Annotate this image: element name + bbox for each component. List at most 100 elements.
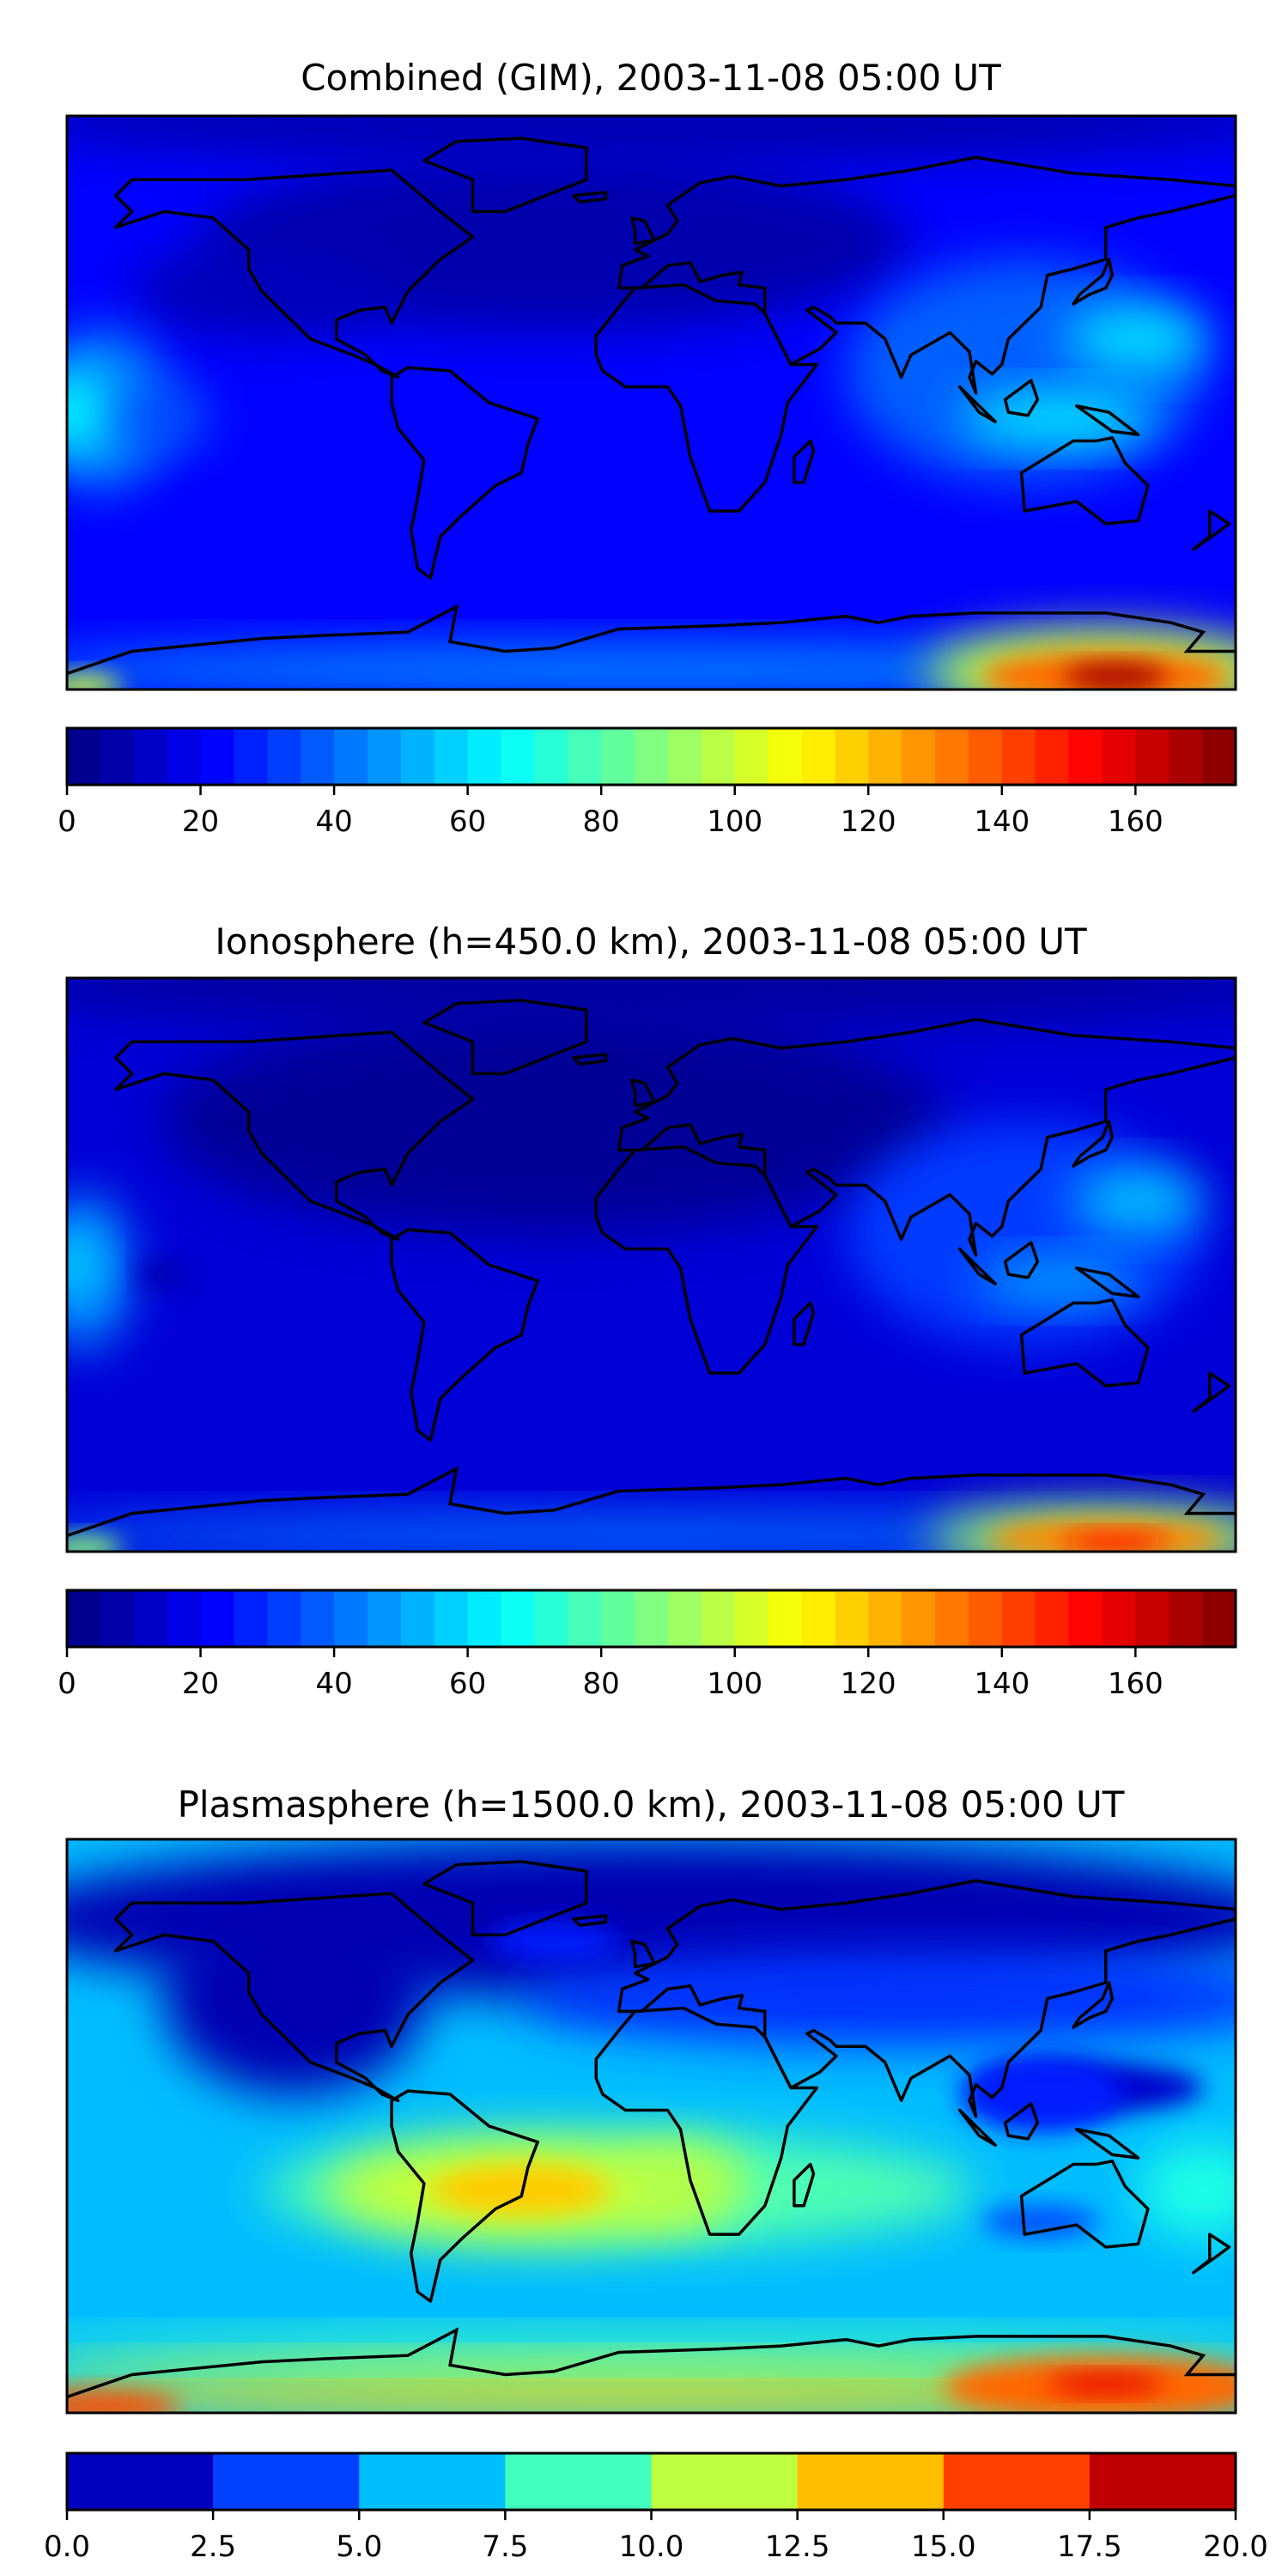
colorbar-tick-label: 0: [58, 1667, 76, 1701]
map-combined: [65, 114, 1237, 691]
field-contour-region: [618, 2145, 749, 2222]
coastline: [617, 155, 1236, 395]
colorbar-segment: [367, 1590, 402, 1647]
coastline: [572, 1914, 608, 1927]
colorbar-segment: [334, 728, 368, 785]
field-contour-region: [959, 2056, 1122, 2133]
colorbar-segment: [400, 1590, 435, 1647]
colorbar-segment: [400, 728, 435, 785]
field-contour-region: [1138, 2142, 1236, 2238]
colorbar-segment: [868, 1590, 902, 1647]
colorbar-segment: [501, 728, 535, 785]
colorbar-tick-label: 5.0: [336, 2530, 382, 2564]
colorbar-segment: [534, 1590, 568, 1647]
field-contour-region: [959, 392, 1155, 445]
colorbar-segment: [601, 1590, 635, 1647]
coastline: [1192, 1371, 1231, 1413]
colorbar-segment: [133, 728, 168, 785]
coastline: [1192, 509, 1231, 551]
colorbar-segment: [1169, 728, 1203, 785]
coastline: [390, 366, 539, 580]
coastline: [793, 1301, 816, 1346]
coastline: [957, 385, 997, 424]
coastline: [422, 1860, 588, 1937]
colorbar-segment: [359, 2453, 506, 2510]
field-contour-region: [1066, 307, 1210, 371]
coastline: [390, 2089, 539, 2303]
colorbar-segment: [1089, 2453, 1236, 2510]
colorbar-segment: [534, 728, 568, 785]
map-plasmasphere: [65, 1838, 1237, 2415]
field-contour-region: [1072, 1169, 1204, 1233]
field-contour-region: [1047, 2374, 1164, 2394]
colorbar-segment: [1135, 1590, 1170, 1647]
coastline: [422, 999, 588, 1076]
colorbar-segment: [701, 1590, 736, 1647]
coastline: [1003, 2102, 1040, 2141]
colorbar-segment: [968, 728, 1003, 785]
coastline: [957, 1247, 997, 1286]
coastline: [113, 168, 475, 380]
colorbar-tick-label: 40: [315, 805, 352, 839]
colorbar-segment: [501, 1590, 535, 1647]
colorbar-segment: [902, 728, 936, 785]
colorbar-tick-label: 0: [58, 805, 76, 839]
coastline-antarctica: [67, 2327, 1236, 2399]
coastline: [617, 1018, 1236, 1257]
colorbar-segment: [635, 728, 669, 785]
colorbar-segment: [1001, 1590, 1036, 1647]
colorbar-segment: [701, 728, 736, 785]
field-contour-region: [164, 1010, 944, 1233]
coastline: [1003, 1241, 1040, 1279]
colorbar-tick-label: 20: [182, 1667, 219, 1701]
coastline: [594, 2006, 819, 2236]
colorbar-tick-label: 140: [974, 1667, 1030, 1701]
coastline: [390, 1228, 539, 1442]
colorbar-segment: [213, 2453, 360, 2510]
map-ionosphere: [65, 976, 1237, 1553]
coastline: [1072, 1981, 1115, 2029]
colorbar-segment: [167, 1590, 202, 1647]
colorbar-segment: [935, 1590, 969, 1647]
colorbar-tick-label: 40: [315, 1667, 352, 1701]
coastline: [1075, 1266, 1140, 1298]
colorbar-tick-label: 15.0: [911, 2530, 976, 2564]
colorbar-tick-label: 80: [583, 1667, 620, 1701]
coastlines: [67, 137, 1236, 676]
colorbar-segment: [835, 1590, 869, 1647]
field-contour-region: [1063, 664, 1168, 690]
colorbar-segment: [601, 728, 635, 785]
colorbar-segment: [334, 1590, 368, 1647]
colorbar-segment: [1001, 728, 1036, 785]
coastline: [113, 1030, 475, 1242]
field-contour-region: [67, 978, 1236, 1023]
colorbar-segment: [801, 1590, 835, 1647]
coastline: [1003, 379, 1040, 417]
colorbar-tick-label: 140: [974, 805, 1030, 839]
colorbar-segment: [1102, 1590, 1136, 1647]
colorbar-combined: 0 20 40 60 80 100 120 140 160: [58, 726, 1237, 839]
colorbar-segment: [301, 1590, 335, 1647]
colorbar-segment: [768, 728, 803, 785]
map-frame: [65, 976, 1237, 1553]
colorbar-segment: [200, 1590, 235, 1647]
colorbar-segment: [434, 728, 469, 785]
coastline: [1192, 2233, 1231, 2275]
colorbar-segment: [768, 1590, 803, 1647]
coastline: [793, 439, 816, 484]
colorbar-tick-label: 160: [1108, 1667, 1163, 1701]
colorbar-segment: [505, 2453, 653, 2510]
coastline: [1072, 258, 1115, 306]
colorbar-segment: [801, 728, 835, 785]
colorbar-segment: [434, 1590, 469, 1647]
colorbar-segment: [167, 728, 202, 785]
colorbar-segment: [301, 728, 335, 785]
colorbar-segment: [734, 1590, 769, 1647]
colorbar-tick-label: 80: [583, 805, 620, 839]
colorbar-segment: [467, 728, 502, 785]
map-title-combined: Combined (GIM), 2003-11-08 05:00 UT: [301, 57, 1001, 99]
field-contour-region: [975, 1258, 1139, 1303]
field-contour-region: [67, 1232, 100, 1297]
coastline: [1019, 436, 1150, 526]
map-title-ionosphere: Ionosphere (h=450.0 km), 2003-11-08 05:0…: [215, 920, 1087, 963]
